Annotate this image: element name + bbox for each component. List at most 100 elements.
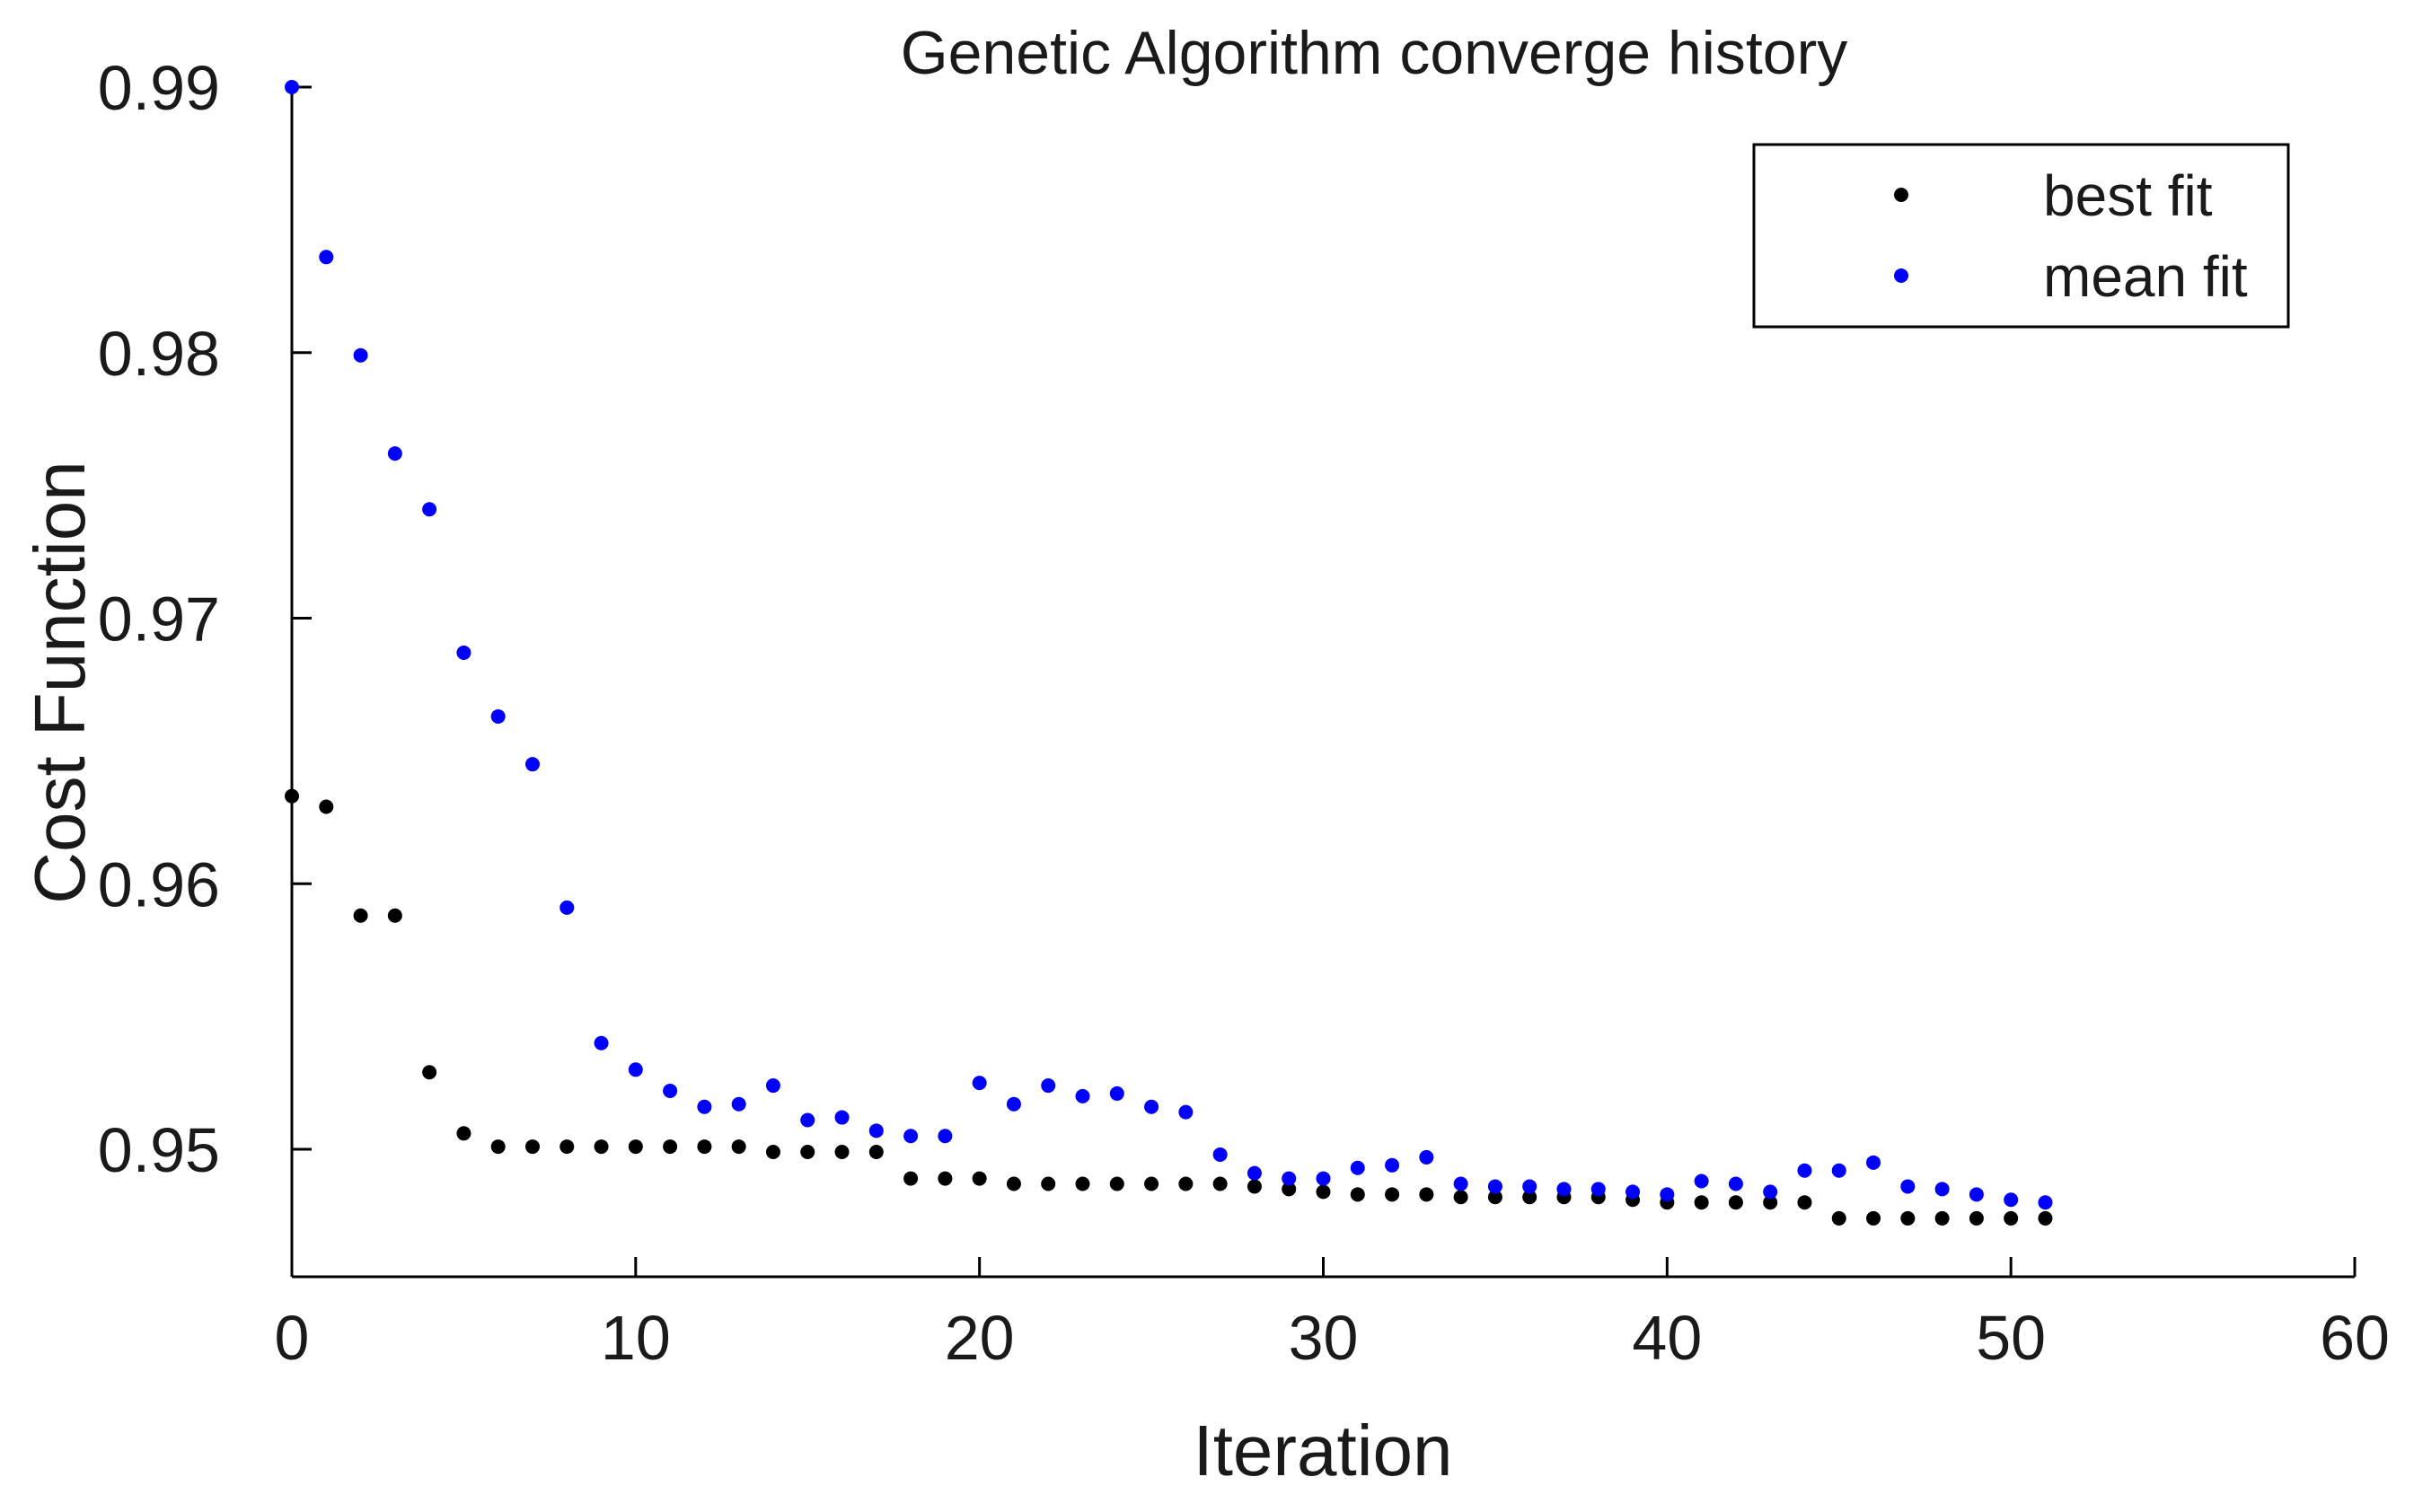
mean-fit-point (765, 1078, 780, 1094)
mean-fit-point (663, 1083, 678, 1098)
best-fit-point (868, 1144, 884, 1159)
legend: best fit mean fit (1752, 143, 2290, 329)
mean-fit-point (1556, 1182, 1572, 1197)
mean-fit-point (1660, 1187, 1675, 1202)
mean-fit-point (1247, 1165, 1262, 1181)
best-fit-point (731, 1139, 746, 1155)
mean-fit-point (1109, 1086, 1124, 1101)
x-tick-label: 20 (945, 1303, 1015, 1373)
best-fit-point (628, 1139, 643, 1155)
mean-fit-point (1831, 1163, 1846, 1178)
mean-fit-point (1144, 1099, 1159, 1114)
best-fit-point (903, 1171, 919, 1186)
x-tick-label: 50 (1976, 1303, 2046, 1373)
best-fit-point (456, 1126, 471, 1141)
mean-fit-point (1694, 1174, 1709, 1189)
mean-fit-point (697, 1099, 712, 1114)
best-fit-point (1178, 1176, 1194, 1191)
best-fit-point (1350, 1187, 1365, 1202)
x-tick-label: 30 (1289, 1303, 1359, 1373)
legend-box (1752, 143, 2290, 329)
legend-label-best-fit: best fit (2043, 163, 2213, 228)
best-fit-point (938, 1171, 953, 1186)
y-tick-label: 0.98 (98, 319, 220, 389)
x-tick-label: 60 (2320, 1303, 2390, 1373)
mean-fit-point (1590, 1182, 1606, 1197)
mean-fit-point (1866, 1155, 1881, 1170)
series-mean-fit (285, 80, 2053, 1210)
best-fit-point (285, 788, 299, 804)
best-fit-point (1694, 1195, 1709, 1210)
best-fit-point (1109, 1176, 1124, 1191)
mean-fit-point (285, 80, 299, 94)
mean-fit-point (972, 1076, 987, 1091)
best-fit-point (1144, 1176, 1159, 1191)
mean-fit-point (903, 1129, 919, 1144)
mean-fit-point (594, 1035, 609, 1050)
best-fit-point (1763, 1195, 1778, 1210)
best-fit-point (1419, 1187, 1434, 1202)
best-fit-point (594, 1139, 609, 1155)
mean-fit-point (2004, 1192, 2019, 1208)
mean-fit-point (1178, 1104, 1194, 1120)
y-ticks: 0.95 0.96 0.97 0.98 0.99 (98, 53, 312, 1185)
mean-fit-point (1006, 1096, 1021, 1112)
mean-fit-point (868, 1123, 884, 1138)
best-fit-point (800, 1144, 815, 1159)
best-fit-point (2004, 1210, 2019, 1226)
y-tick-label: 0.96 (98, 849, 220, 919)
best-fit-point (1522, 1190, 1537, 1205)
best-fit-point (1797, 1195, 1812, 1210)
best-fit-point (1247, 1179, 1262, 1194)
mean-fit-point (1797, 1163, 1812, 1178)
best-fit-point (1041, 1176, 1056, 1191)
mean-fit-point (1350, 1160, 1365, 1175)
x-ticks: 0 10 20 30 40 50 60 (275, 1257, 2390, 1373)
mean-fit-point (2038, 1195, 2053, 1210)
best-fit-point (1728, 1195, 1743, 1210)
mean-fit-point (1075, 1088, 1090, 1103)
mean-fit-point (353, 347, 368, 363)
mean-fit-point (731, 1096, 746, 1112)
mean-fit-point (1316, 1171, 1331, 1186)
legend-label-mean-fit: mean fit (2043, 244, 2248, 309)
mean-fit-point (456, 645, 471, 660)
best-fit-point (1282, 1182, 1297, 1197)
x-tick-label: 0 (275, 1303, 310, 1373)
mean-fit-point (1041, 1078, 1056, 1094)
mean-fit-point (1212, 1147, 1228, 1162)
y-tick-label: 0.95 (98, 1115, 220, 1185)
mean-fit-point (387, 446, 402, 462)
best-fit-point (1487, 1190, 1502, 1205)
best-fit-point (422, 1065, 437, 1080)
y-tick-label: 0.97 (98, 585, 220, 655)
mean-fit-point (490, 708, 506, 724)
mean-fit-point (559, 900, 575, 915)
mean-fit-point (1487, 1179, 1502, 1194)
best-fit-point (697, 1139, 712, 1155)
best-fit-point (1934, 1210, 1950, 1226)
best-fit-point (1385, 1187, 1400, 1202)
x-axis-label: Iteration (1193, 1411, 1452, 1490)
series-best-fit (285, 788, 2053, 1226)
best-fit-point (972, 1171, 987, 1186)
mean-fit-point (1522, 1179, 1537, 1194)
best-fit-point (1866, 1210, 1881, 1226)
best-fit-point (387, 908, 402, 923)
mean-fit-point (1969, 1187, 1984, 1202)
best-fit-point (663, 1139, 678, 1155)
mean-fit-point (1282, 1171, 1297, 1186)
legend-marker-best-fit (1894, 188, 1908, 202)
mean-fit-point (1763, 1184, 1778, 1200)
best-fit-point (319, 799, 334, 814)
best-fit-point (1831, 1210, 1846, 1226)
best-fit-point (2038, 1210, 2053, 1226)
best-fit-point (1969, 1210, 1984, 1226)
best-fit-point (834, 1144, 850, 1159)
best-fit-point (1316, 1184, 1331, 1200)
best-fit-point (765, 1144, 780, 1159)
best-fit-point (1075, 1176, 1090, 1191)
mean-fit-point (1728, 1176, 1743, 1191)
y-axis-label: Cost Function (20, 461, 100, 904)
